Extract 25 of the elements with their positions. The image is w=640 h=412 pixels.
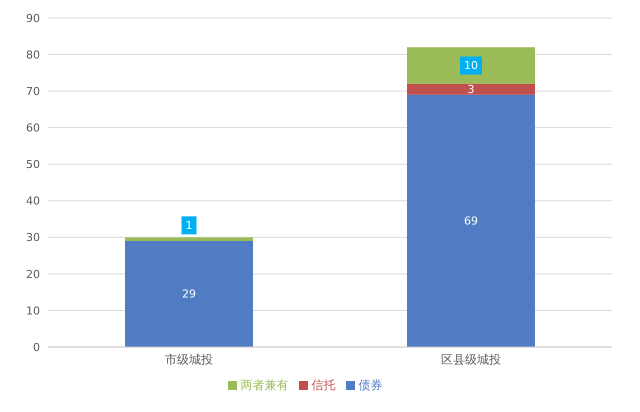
y-tick-label: 50	[26, 158, 40, 172]
data-label: 29	[182, 287, 196, 300]
y-tick-label: 60	[26, 122, 40, 135]
legend-label: 信托	[312, 378, 336, 392]
bar	[407, 84, 535, 95]
bar	[125, 240, 253, 347]
y-tick-label: 20	[26, 268, 40, 281]
y-tick-label: 0	[33, 340, 40, 354]
data-label: 10	[464, 59, 478, 72]
data-label: 69	[464, 214, 478, 228]
legend-label: 债券	[358, 378, 382, 392]
y-tick-label: 70	[26, 85, 40, 98]
x-tick-label: 区县级城投	[441, 352, 501, 367]
data-label: 1	[186, 218, 192, 232]
legend-label: 两者兼有	[240, 378, 288, 392]
bar	[407, 94, 535, 347]
y-tick-label: 30	[26, 231, 40, 244]
data-label: 3	[468, 82, 474, 96]
y-tick-label: 10	[26, 304, 40, 318]
x-tick-label: 市级城投	[165, 352, 213, 367]
bar	[407, 47, 535, 84]
y-tick-label: 90	[26, 12, 40, 25]
bar	[125, 237, 253, 241]
y-tick-label: 80	[26, 48, 40, 62]
y-tick-label: 40	[26, 194, 40, 208]
